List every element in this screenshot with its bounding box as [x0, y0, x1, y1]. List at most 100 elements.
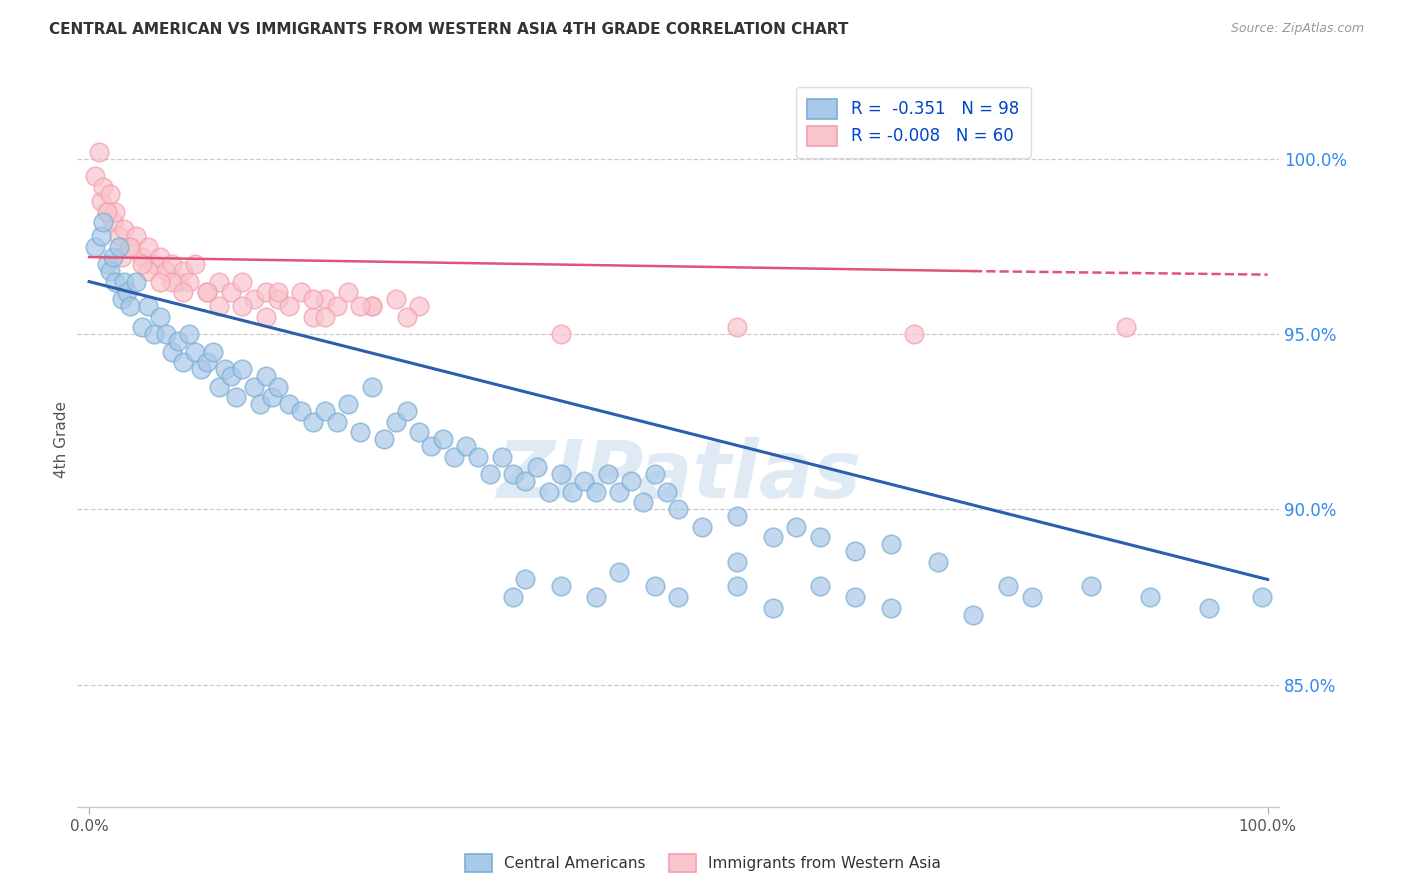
- Point: [96, 204, 118, 219]
- Point: [96, 257, 118, 271]
- Point: [419, 439, 441, 453]
- Point: [1115, 320, 1137, 334]
- Point: [290, 285, 312, 300]
- Point: [219, 369, 242, 384]
- Point: [125, 275, 148, 289]
- Point: [396, 404, 419, 418]
- Point: [314, 310, 336, 324]
- Point: [84, 239, 107, 253]
- Point: [620, 475, 643, 489]
- Point: [997, 580, 1019, 594]
- Point: [179, 275, 201, 289]
- Point: [1198, 600, 1220, 615]
- Point: [278, 397, 301, 411]
- Point: [278, 299, 301, 313]
- Point: [725, 509, 748, 524]
- Point: [1021, 590, 1043, 604]
- Point: [690, 520, 713, 534]
- Point: [136, 239, 159, 253]
- Point: [808, 531, 831, 545]
- Point: [149, 250, 172, 264]
- Point: [96, 204, 118, 219]
- Point: [107, 239, 129, 253]
- Point: [120, 239, 142, 253]
- Point: [172, 264, 194, 278]
- Point: [808, 580, 831, 594]
- Point: [432, 433, 454, 447]
- Point: [349, 425, 371, 440]
- Point: [785, 520, 807, 534]
- Point: [249, 397, 271, 411]
- Point: [491, 450, 513, 464]
- Point: [572, 475, 595, 489]
- Point: [844, 544, 866, 558]
- Point: [98, 264, 121, 278]
- Point: [644, 467, 666, 482]
- Point: [243, 292, 266, 306]
- Point: [195, 355, 218, 369]
- Point: [114, 222, 136, 236]
- Point: [668, 502, 690, 516]
- Point: [325, 299, 347, 313]
- Point: [115, 285, 138, 300]
- Point: [290, 404, 312, 418]
- Point: [478, 467, 501, 482]
- Point: [142, 257, 165, 271]
- Point: [844, 590, 866, 604]
- Point: [361, 299, 384, 313]
- Point: [337, 397, 360, 411]
- Point: [903, 327, 925, 342]
- Point: [384, 292, 406, 306]
- Point: [243, 380, 266, 394]
- Point: [762, 600, 785, 615]
- Point: [254, 310, 277, 324]
- Point: [160, 275, 183, 289]
- Point: [136, 264, 159, 278]
- Point: [609, 484, 631, 499]
- Point: [1139, 590, 1161, 604]
- Point: [149, 275, 172, 289]
- Point: [384, 415, 406, 429]
- Point: [142, 327, 165, 342]
- Point: [550, 580, 572, 594]
- Point: [184, 257, 207, 271]
- Point: [195, 285, 218, 300]
- Point: [231, 362, 253, 376]
- Point: [408, 299, 430, 313]
- Point: [443, 450, 465, 464]
- Point: [314, 292, 336, 306]
- Point: [325, 415, 347, 429]
- Point: [254, 285, 277, 300]
- Point: [166, 275, 188, 289]
- Text: ZIPatlas: ZIPatlas: [496, 437, 860, 515]
- Point: [655, 484, 678, 499]
- Point: [502, 467, 524, 482]
- Point: [725, 580, 748, 594]
- Point: [166, 334, 188, 349]
- Point: [396, 310, 419, 324]
- Point: [762, 531, 785, 545]
- Point: [91, 215, 114, 229]
- Point: [125, 229, 148, 244]
- Point: [725, 320, 748, 334]
- Point: [225, 390, 247, 404]
- Point: [84, 169, 107, 184]
- Point: [195, 285, 218, 300]
- Legend: R =  -0.351   N = 98, R = -0.008   N = 60: R = -0.351 N = 98, R = -0.008 N = 60: [796, 87, 1031, 158]
- Point: [179, 327, 201, 342]
- Text: CENTRAL AMERICAN VS IMMIGRANTS FROM WESTERN ASIA 4TH GRADE CORRELATION CHART: CENTRAL AMERICAN VS IMMIGRANTS FROM WEST…: [49, 22, 849, 37]
- Point: [120, 239, 142, 253]
- Point: [111, 292, 134, 306]
- Point: [314, 404, 336, 418]
- Point: [502, 590, 524, 604]
- Point: [172, 285, 194, 300]
- Point: [302, 310, 325, 324]
- Point: [155, 327, 177, 342]
- Text: Source: ZipAtlas.com: Source: ZipAtlas.com: [1230, 22, 1364, 36]
- Point: [267, 380, 290, 394]
- Point: [91, 180, 114, 194]
- Point: [208, 275, 231, 289]
- Point: [550, 467, 572, 482]
- Point: [302, 415, 325, 429]
- Point: [149, 310, 172, 324]
